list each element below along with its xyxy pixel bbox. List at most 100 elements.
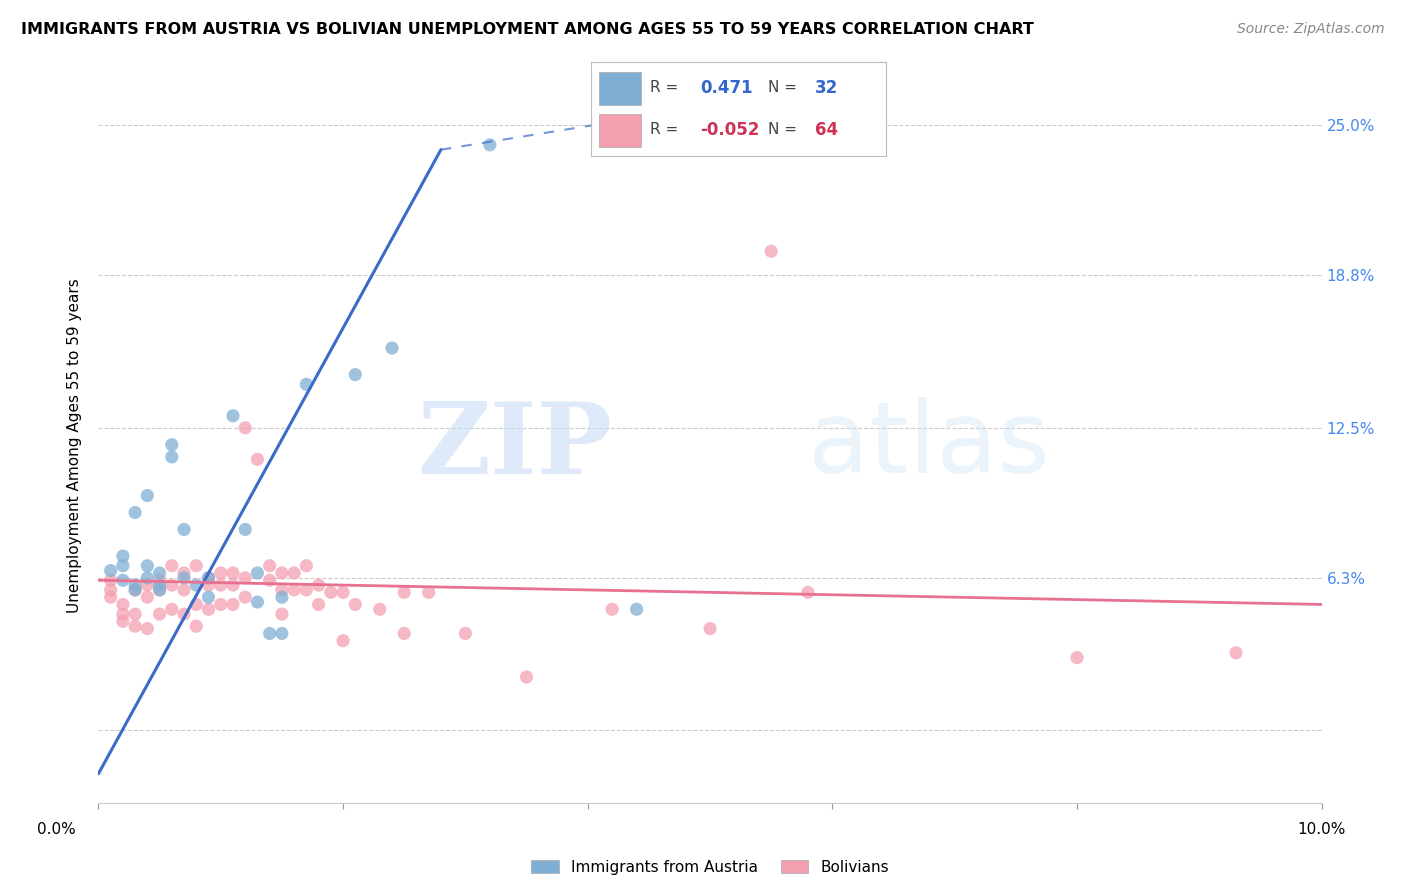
Text: R =: R = <box>650 122 678 137</box>
Text: R =: R = <box>650 80 678 95</box>
Point <box>516 670 538 684</box>
Point <box>136 489 159 503</box>
Point <box>332 633 354 648</box>
Point <box>283 566 305 580</box>
Point <box>173 607 195 621</box>
Point <box>233 421 256 435</box>
Point <box>233 590 256 604</box>
Point <box>381 341 404 355</box>
Point <box>222 598 245 612</box>
Point <box>136 571 159 585</box>
Point <box>233 571 256 585</box>
Point <box>222 409 245 423</box>
Legend: Immigrants from Austria, Bolivians: Immigrants from Austria, Bolivians <box>524 854 896 880</box>
Point <box>124 619 146 633</box>
Point <box>100 564 122 578</box>
Point <box>209 578 232 592</box>
Text: 0.471: 0.471 <box>700 78 752 96</box>
Point <box>160 602 183 616</box>
Point <box>149 582 172 597</box>
Y-axis label: Unemployment Among Ages 55 to 59 years: Unemployment Among Ages 55 to 59 years <box>67 278 83 614</box>
Point <box>626 602 648 616</box>
Point <box>197 578 219 592</box>
Text: 64: 64 <box>815 121 838 139</box>
Point <box>160 558 183 573</box>
Text: Source: ZipAtlas.com: Source: ZipAtlas.com <box>1237 22 1385 37</box>
Text: IMMIGRANTS FROM AUSTRIA VS BOLIVIAN UNEMPLOYMENT AMONG AGES 55 TO 59 YEARS CORRE: IMMIGRANTS FROM AUSTRIA VS BOLIVIAN UNEM… <box>21 22 1033 37</box>
Point <box>173 523 195 537</box>
Point <box>136 590 159 604</box>
Text: 0.0%: 0.0% <box>38 822 76 838</box>
Point <box>259 574 281 588</box>
Text: 32: 32 <box>815 78 838 96</box>
Point <box>100 574 122 588</box>
Point <box>197 602 219 616</box>
Point <box>270 626 292 640</box>
Point <box>797 585 820 599</box>
Point <box>149 582 172 597</box>
Point <box>308 578 330 592</box>
Point <box>283 582 305 597</box>
Point <box>197 571 219 585</box>
Point <box>111 558 134 573</box>
Point <box>124 578 146 592</box>
Point <box>246 566 269 580</box>
Point <box>478 137 501 152</box>
Point <box>197 571 219 585</box>
Point <box>454 626 477 640</box>
Point <box>308 598 330 612</box>
Point <box>160 438 183 452</box>
Point <box>759 244 782 259</box>
Point <box>186 598 208 612</box>
Point <box>124 582 146 597</box>
Point <box>270 566 292 580</box>
Point <box>173 566 195 580</box>
Point <box>160 578 183 592</box>
Point <box>124 607 146 621</box>
Point <box>295 558 318 573</box>
Point <box>209 598 232 612</box>
Point <box>111 574 134 588</box>
Point <box>600 602 623 616</box>
Point <box>270 582 292 597</box>
Point <box>418 585 440 599</box>
Text: 10.0%: 10.0% <box>1298 822 1346 838</box>
Point <box>344 598 367 612</box>
Text: N =: N = <box>768 122 797 137</box>
Point <box>222 578 245 592</box>
Point <box>136 622 159 636</box>
FancyBboxPatch shape <box>599 114 641 147</box>
Point <box>259 626 281 640</box>
Point <box>136 558 159 573</box>
Point <box>173 582 195 597</box>
Point <box>246 452 269 467</box>
Point <box>160 450 183 464</box>
Point <box>186 558 208 573</box>
Point <box>197 590 219 604</box>
Point <box>111 615 134 629</box>
Point <box>295 377 318 392</box>
Point <box>392 585 416 599</box>
Point <box>270 590 292 604</box>
Point <box>124 506 146 520</box>
Point <box>295 582 318 597</box>
Point <box>173 571 195 585</box>
Point <box>149 607 172 621</box>
Point <box>259 558 281 573</box>
Point <box>319 585 342 599</box>
Point <box>209 566 232 580</box>
Point <box>149 574 172 588</box>
Text: ZIP: ZIP <box>418 398 612 494</box>
Point <box>111 607 134 621</box>
Text: N =: N = <box>768 80 797 95</box>
Point <box>111 598 134 612</box>
Point <box>149 566 172 580</box>
Text: atlas: atlas <box>808 398 1049 494</box>
Point <box>270 607 292 621</box>
Point <box>100 582 122 597</box>
Point <box>392 626 416 640</box>
Point <box>332 585 354 599</box>
Point <box>368 602 391 616</box>
Point <box>246 595 269 609</box>
Point <box>344 368 367 382</box>
